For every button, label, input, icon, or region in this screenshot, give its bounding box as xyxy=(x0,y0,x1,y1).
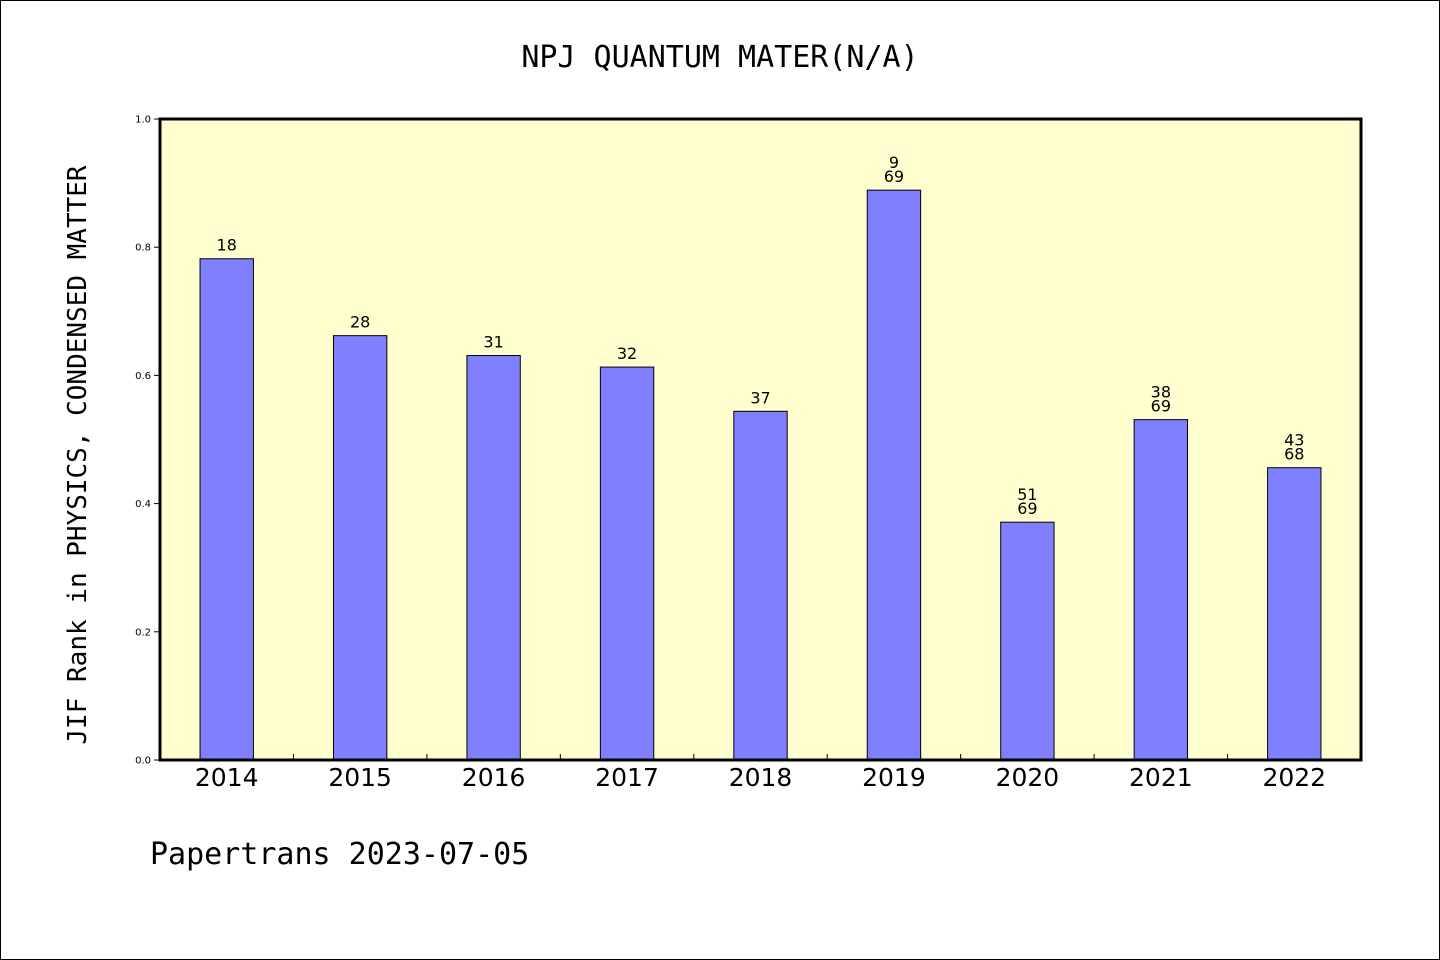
y-tick-label-0.8: 0.8 xyxy=(135,243,151,254)
y-axis: 0.0 0.2 0.4 0.6 0.8 1.0 xyxy=(135,115,160,767)
data-label-2020-0: 51 xyxy=(1017,485,1037,504)
data-label-2019-1: 69 xyxy=(884,167,904,186)
bar-2021 xyxy=(1133,419,1189,761)
x-tick-label-2019: 2019 xyxy=(862,763,926,792)
x-tick-label-2018: 2018 xyxy=(729,763,793,792)
y-tick-label-1.0: 1.0 xyxy=(135,115,151,126)
x-tick-label-2017: 2017 xyxy=(595,763,659,792)
x-axis: 2014 2015 2016 2017 2018 2019 2020 2021 2022 xyxy=(195,754,1326,792)
bar-2016 xyxy=(466,355,521,761)
footer-text: Papertrans 2023-07-05 xyxy=(150,837,529,872)
data-label-2019-0: 9 xyxy=(889,153,899,172)
data-label-2014-0: 18 xyxy=(217,236,237,255)
plot-border xyxy=(158,117,1363,762)
y-axis-label: JIF Rank in PHYSICS, CONDENSED MATTER xyxy=(63,165,93,745)
data-label-2022-0: 43 xyxy=(1284,431,1304,450)
bar-2018 xyxy=(733,410,788,761)
data-label-2016-0: 31 xyxy=(483,333,503,352)
data-label-2018-0: 37 xyxy=(750,388,770,407)
x-tick-label-2016: 2016 xyxy=(462,763,526,792)
bars-group xyxy=(199,189,1322,761)
x-tick-label-2022: 2022 xyxy=(1262,763,1326,792)
bar-2015 xyxy=(332,335,388,761)
data-label-2022-1: 68 xyxy=(1284,445,1304,464)
x-tick-label-2021: 2021 xyxy=(1129,763,1193,792)
data-label-2017-0: 32 xyxy=(617,344,637,363)
data-label-2021-1: 69 xyxy=(1151,397,1171,416)
y-tick-label-0.2: 0.2 xyxy=(135,627,151,638)
y-tick-label-0.0: 0.0 xyxy=(135,756,151,767)
x-tick-label-2015: 2015 xyxy=(328,763,392,792)
data-label-2021-0: 38 xyxy=(1151,383,1171,402)
bar-2022 xyxy=(1267,467,1322,761)
data-label-2015-0: 28 xyxy=(350,313,370,332)
x-tick-label-2020: 2020 xyxy=(996,763,1060,792)
chart-title: NPJ QUANTUM MATER(N/A) xyxy=(521,40,918,75)
y-tick-label-0.6: 0.6 xyxy=(135,371,151,382)
x-tick-label-2014: 2014 xyxy=(195,763,259,792)
bar-2019 xyxy=(866,189,922,761)
bar-2020 xyxy=(1000,521,1055,761)
y-tick-label-0.4: 0.4 xyxy=(135,499,151,510)
bar-2014 xyxy=(199,258,254,761)
data-label-2020-1: 69 xyxy=(1017,499,1037,518)
bar-2017 xyxy=(599,366,655,761)
